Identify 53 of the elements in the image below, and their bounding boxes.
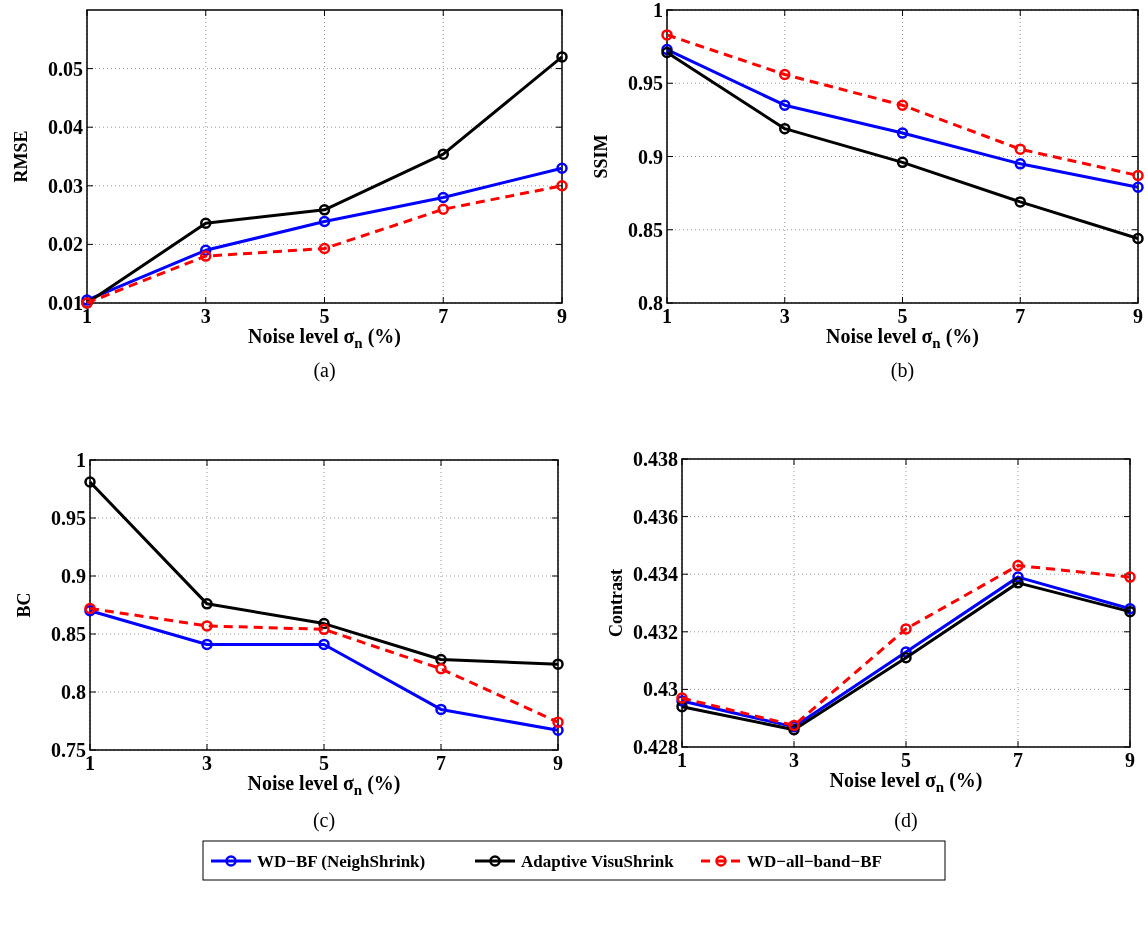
x-tick-label: 3 [202,752,212,774]
x-tick-label: 7 [438,305,449,327]
text: (b) [890,359,915,382]
y-tick-label: 0.04 [48,116,83,139]
y-tick-label: 1 [76,449,86,471]
x-axis-title: Noise level σ$_{n}$ (%) [247,325,402,351]
x-axis-title: Noise level σ$_{n}$ (%) [829,769,983,795]
y-tick-label: 0.85 [628,218,663,241]
y-tick-label: 0.428 [633,736,678,758]
y-tick-label: 0.432 [633,620,678,643]
x-tick-label: 9 [557,305,567,327]
y-tick-label: 0.95 [628,72,663,95]
x-tick-label: 3 [200,305,211,327]
y-axis-title: Contrast [606,569,626,637]
y-tick-label: 0.02 [48,233,83,256]
y-tick-label: 0.43 [643,678,678,701]
y-tick-label: 0.434 [633,563,678,586]
y-tick-label: 0.85 [51,623,86,645]
x-tick-label: 3 [779,305,790,327]
y-tick-label: 0.436 [633,505,678,528]
legend-label: WD−BF (NeighShrink) [257,852,426,871]
y-tick-label: 1 [653,0,663,21]
legend-label: WD−all−band−BF [747,852,882,871]
y-axis-title: RMSE [11,130,31,183]
x-tick-label: 3 [789,749,799,771]
x-tick-label: 9 [1125,749,1135,771]
x-tick-label: 9 [553,752,563,774]
x-tick-label: 7 [1015,305,1026,327]
y-tick-label: 0.01 [48,292,83,314]
x-tick-label: 7 [436,752,446,774]
y-tick-label: 0.438 [633,448,678,470]
x-tick-label: 5 [319,305,330,327]
y-tick-label: 0.75 [51,739,86,761]
x-tick-label: 5 [897,305,908,327]
y-tick-label: 0.03 [48,174,83,197]
x-axis-title: Noise level σ$_{n}$ (%) [825,325,980,351]
text: (c) [312,809,336,832]
x-axis-title: Noise level σ$_{n}$ (%) [247,772,401,798]
y-axis-title: SSIM [591,134,611,179]
text: (d) [894,809,918,832]
y-tick-label: 0.95 [51,507,86,529]
y-tick-label: 0.9 [61,565,86,587]
x-tick-label: 9 [1133,305,1143,327]
y-tick-label: 0.9 [638,145,663,168]
text: (a) [313,359,336,382]
x-tick-label: 7 [1013,749,1023,771]
y-tick-label: 0.8 [638,292,663,314]
y-tick-label: 0.8 [61,681,86,703]
y-axis-title: BC [14,592,34,618]
x-tick-label: 5 [319,752,329,774]
x-tick-label: 5 [901,749,911,771]
y-tick-label: 0.05 [48,57,83,80]
legend-label: Adaptive VisuShrink [521,852,675,871]
